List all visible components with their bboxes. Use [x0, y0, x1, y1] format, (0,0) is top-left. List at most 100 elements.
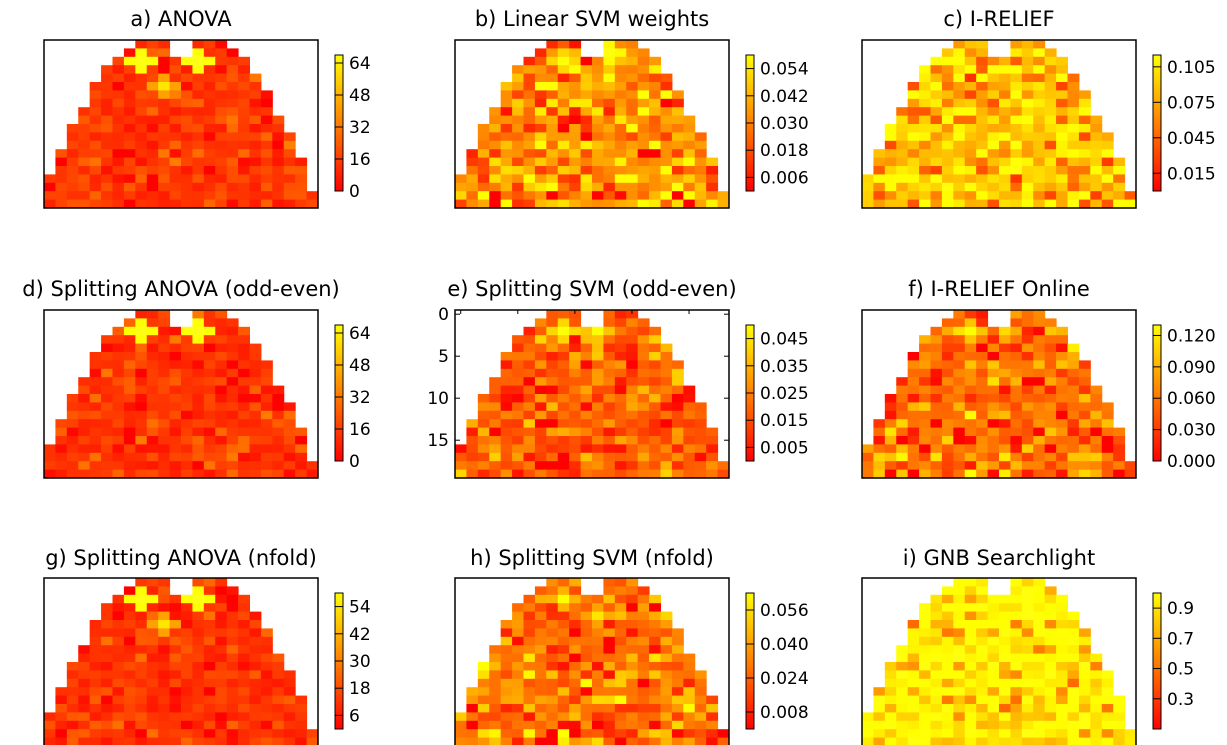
heatmap-cell [649, 687, 661, 697]
heatmap-cell [260, 469, 273, 479]
panel-title: f) I-RELIEF Online [908, 277, 1090, 301]
heatmap-cell [123, 132, 136, 142]
heatmap-cell [637, 737, 650, 745]
heatmap-cell [941, 687, 954, 697]
heatmap-cell [557, 191, 570, 201]
heatmap-cell [907, 427, 920, 437]
heatmap-cell [592, 385, 604, 395]
heatmap-cell [919, 335, 931, 345]
heatmap-cell [580, 662, 593, 671]
heatmap-cell [964, 704, 977, 713]
heatmap-cell [158, 695, 171, 705]
heatmap-cell [215, 670, 228, 680]
heatmap-cell [614, 149, 627, 159]
heatmap-cell [89, 98, 102, 108]
heatmap-cell [272, 452, 285, 462]
heatmap-cell [181, 132, 193, 142]
heatmap-cell [637, 687, 650, 697]
heatmap-cell [987, 620, 1000, 629]
heatmap-cell [260, 107, 273, 117]
heatmap-cell [215, 56, 228, 66]
heatmap-cell [592, 628, 604, 638]
heatmap-cell [1078, 124, 1091, 133]
heatmap-cell [238, 452, 250, 462]
heatmap-cell [146, 73, 159, 83]
heatmap-cell [907, 670, 920, 680]
heatmap-cell [649, 174, 661, 184]
heatmap-cell [919, 182, 931, 192]
heatmap-cell [135, 73, 148, 83]
heatmap-cell [66, 182, 79, 192]
heatmap-cell [614, 402, 627, 412]
heatmap-cell [238, 56, 250, 66]
heatmap-cell [215, 687, 228, 697]
heatmap-cell [637, 335, 650, 345]
heatmap-cell [626, 737, 639, 745]
heatmap-cell [884, 461, 897, 471]
heatmap-cell [78, 174, 91, 184]
heatmap-cell [626, 65, 639, 75]
heatmap-cell [999, 107, 1011, 117]
heatmap-cell [272, 115, 285, 125]
heatmap-cell [976, 662, 989, 671]
heatmap-cell [603, 678, 616, 688]
heatmap-cell [489, 678, 502, 688]
heatmap-cell [295, 444, 308, 454]
heatmap-cell [592, 199, 604, 209]
heatmap-cell [580, 670, 593, 680]
heatmap-cell [614, 586, 627, 596]
heatmap-cell [203, 343, 216, 353]
heatmap-cell [671, 670, 684, 680]
heatmap-cell [694, 191, 707, 201]
heatmap-cell [706, 444, 719, 454]
heatmap-cell [862, 461, 874, 471]
heatmap-cell [614, 611, 627, 621]
heatmap-cell [512, 419, 524, 429]
colorbar-tick-label: 0.025 [760, 384, 809, 404]
heatmap-cell [215, 461, 228, 471]
heatmap-cell [466, 461, 479, 471]
heatmap-cell [987, 377, 1000, 387]
heatmap-cell [649, 199, 661, 209]
heatmap-cell [112, 157, 125, 167]
heatmap-cell [862, 191, 874, 201]
heatmap-cell [512, 678, 524, 688]
heatmap-cell [626, 712, 639, 722]
heatmap-cell [907, 469, 920, 479]
heatmap-cell [215, 603, 228, 613]
heatmap-cell [169, 352, 182, 361]
heatmap-cell [181, 368, 193, 378]
heatmap-cell [534, 107, 547, 117]
heatmap-cell [1056, 645, 1068, 655]
heatmap-cell [919, 737, 931, 745]
heatmap-cell [112, 360, 125, 370]
heatmap-cell [477, 157, 490, 167]
heatmap-cell [637, 368, 650, 378]
heatmap-cell [614, 737, 627, 745]
heatmap-cell [603, 82, 616, 91]
heatmap-cell [683, 419, 696, 429]
heatmap-cell [1101, 436, 1114, 445]
heatmap-cell [1067, 82, 1080, 91]
heatmap-cell [1056, 343, 1068, 353]
heatmap-cell [557, 310, 570, 319]
colorbar-tick-label: 54 [349, 598, 371, 618]
heatmap-cell [1044, 318, 1057, 328]
heatmap-cell [477, 402, 490, 412]
heatmap-cell [930, 670, 943, 680]
heatmap-cell [649, 636, 661, 646]
heatmap-cell [907, 410, 920, 420]
heatmap-cell [158, 191, 171, 201]
heatmap-cell [626, 695, 639, 705]
heatmap-cell [146, 98, 159, 108]
heatmap-cells [455, 578, 730, 745]
heatmap-cell [907, 90, 920, 100]
heatmap-cell [953, 124, 966, 133]
heatmap-cell [683, 132, 696, 142]
heatmap-cell [226, 636, 239, 646]
heatmap-cell [592, 695, 604, 705]
heatmap-cell [489, 132, 502, 142]
heatmap-cell [884, 427, 897, 437]
heatmap-cell [1113, 729, 1126, 739]
heatmap-cell [953, 611, 966, 621]
